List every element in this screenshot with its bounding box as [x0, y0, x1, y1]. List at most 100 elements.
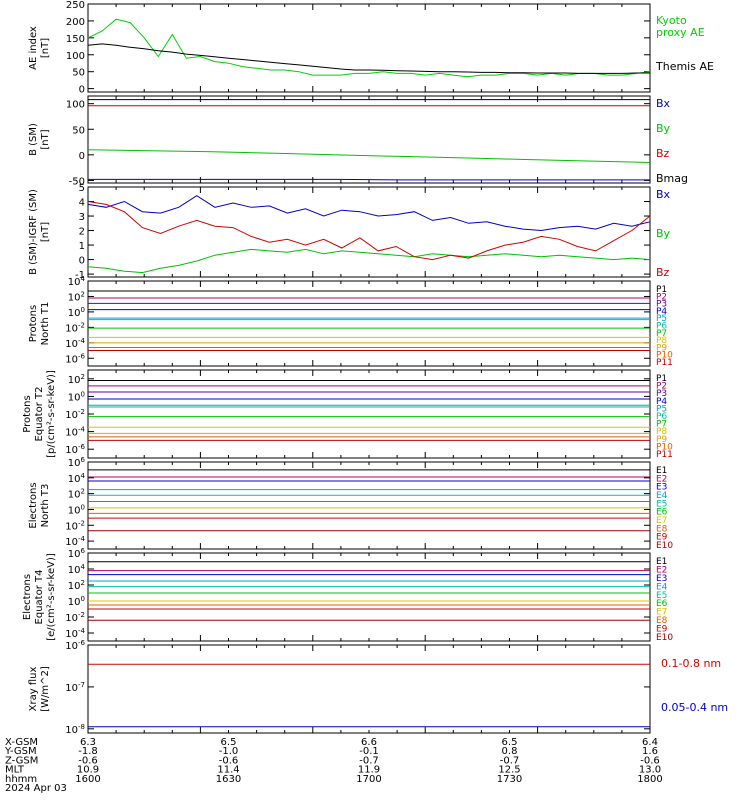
- footer-value: 11.4: [217, 765, 239, 776]
- y-tick-label: 10-7: [65, 681, 85, 694]
- footer-value: -0.7: [500, 755, 520, 766]
- footer-value: 1700: [356, 774, 381, 785]
- y-tick-label: 10-4: [65, 535, 85, 548]
- y-axis-label: B (SM): [28, 123, 39, 156]
- legend-label: P9: [656, 435, 667, 445]
- legend-label: E5: [656, 591, 667, 601]
- y-tick-label: 10-4: [65, 627, 85, 640]
- y-tick-label: 100: [68, 390, 85, 403]
- footer-value: -0.6: [219, 755, 239, 766]
- y-tick-label: 5: [79, 183, 85, 194]
- footer-value: -0.6: [78, 755, 98, 766]
- series-line: [87, 18, 651, 78]
- footer-date: 2024 Apr 03: [5, 783, 67, 794]
- y-tick-label: 1: [79, 241, 85, 252]
- legend-label: Bz: [656, 147, 670, 160]
- y-tick-label: 0: [79, 151, 85, 162]
- panel-frame-ae: [87, 3, 651, 93]
- y-tick-label: 10-2: [65, 519, 85, 532]
- y-tick-label: 10-4: [65, 337, 85, 350]
- legend-label: E6: [656, 508, 668, 518]
- y-axis-label: B (SM)-IGRF (SM): [28, 189, 39, 275]
- y-axis-label: Equator T4: [34, 570, 45, 625]
- legend-label: Bx: [656, 97, 671, 110]
- footer-value: 13.0: [639, 765, 661, 776]
- legend-label: P10: [656, 351, 673, 361]
- y-tick-label: 2: [79, 227, 85, 238]
- y-tick-label: 10-2: [65, 321, 85, 334]
- legend-label: 0.05-0.4 nm: [661, 701, 728, 714]
- legend-label: 0.1-0.8 nm: [661, 657, 721, 670]
- y-tick-label: 0: [79, 256, 85, 267]
- footer-value: 1800: [637, 774, 662, 785]
- legend-label: P2: [656, 292, 667, 302]
- y-tick-label: 10-2: [65, 611, 85, 624]
- legend-label: E9: [656, 625, 668, 635]
- panel-frame-xray: [87, 644, 651, 734]
- footer-row-label: MLT: [5, 765, 25, 776]
- y-axis-label: Electrons: [28, 482, 39, 528]
- footer-value: 0.8: [502, 746, 518, 757]
- legend-label: E3: [656, 483, 667, 493]
- y-axis-label: [p/(cm²-s-sr-keV)]: [46, 370, 57, 458]
- y-tick-label: 106: [68, 547, 86, 560]
- legend-label: P4: [656, 397, 667, 407]
- footer-row-label: Z-GSM: [5, 755, 38, 766]
- legend-label: E10: [656, 541, 673, 551]
- y-tick-label: 10-8: [65, 723, 85, 736]
- y-tick-label: 106: [68, 456, 86, 469]
- footer-value: -1.0: [219, 746, 239, 757]
- footer-value: -0.6: [640, 755, 660, 766]
- legend-label: E6: [656, 599, 668, 609]
- legend-label: E4: [656, 582, 668, 592]
- legend-label: P6: [656, 412, 667, 422]
- legend-label: By: [656, 122, 671, 135]
- y-tick-label: 100: [68, 503, 85, 516]
- y-tick-label: 102: [68, 373, 85, 386]
- y-axis-label: [W/m^2]: [40, 666, 51, 712]
- y-tick-label: 50: [72, 68, 85, 79]
- y-tick-label: -1: [75, 270, 85, 281]
- legend-label: P11: [656, 450, 673, 460]
- series-line: [87, 195, 651, 232]
- footer-row-label: Y-GSM: [4, 746, 37, 757]
- y-axis-label: North T1: [40, 302, 51, 346]
- legend-label: E5: [656, 499, 667, 509]
- footer-row-label: X-GSM: [5, 737, 38, 748]
- legend-label: P3: [656, 389, 667, 399]
- legend-label: Themis AE: [655, 60, 714, 73]
- footer-value: 6.5: [221, 737, 237, 748]
- y-tick-label: 50: [72, 125, 85, 136]
- legend-label: P2: [656, 382, 667, 392]
- y-axis-label: Electrons: [22, 574, 33, 620]
- y-axis-label: Equator T2: [34, 387, 45, 442]
- legend-label: P6: [656, 322, 667, 332]
- legend-label: P1: [656, 285, 667, 295]
- series-line: [88, 178, 650, 181]
- y-tick-label: 0: [79, 85, 85, 96]
- y-tick-label: 100: [68, 306, 85, 319]
- panel-frame-ee: [87, 552, 651, 642]
- legend-label: E3: [656, 574, 667, 584]
- y-tick-label: 104: [68, 563, 86, 576]
- legend-label: P11: [656, 358, 673, 368]
- y-tick-label: 102: [68, 488, 85, 501]
- legend-label: E1: [656, 466, 667, 476]
- y-tick-label: 250: [66, 0, 85, 11]
- legend-label: P1: [656, 374, 667, 384]
- footer-value: -0.7: [359, 755, 379, 766]
- series-line: [87, 248, 651, 274]
- footer-value: -1.8: [78, 746, 98, 757]
- y-axis-label: Xray flux: [28, 667, 39, 712]
- y-tick-label: 10-2: [65, 408, 85, 421]
- legend-label: Bmag: [656, 172, 688, 185]
- series-line: [87, 43, 650, 74]
- y-tick-label: 3: [79, 212, 85, 223]
- y-tick-label: 200: [66, 17, 85, 28]
- panel-frame-bigrf: [87, 186, 651, 278]
- y-tick-label: 150: [66, 34, 85, 45]
- legend-label: P7: [656, 329, 667, 339]
- y-axis-label: [nT]: [40, 222, 51, 242]
- legend-label: E1: [656, 557, 667, 567]
